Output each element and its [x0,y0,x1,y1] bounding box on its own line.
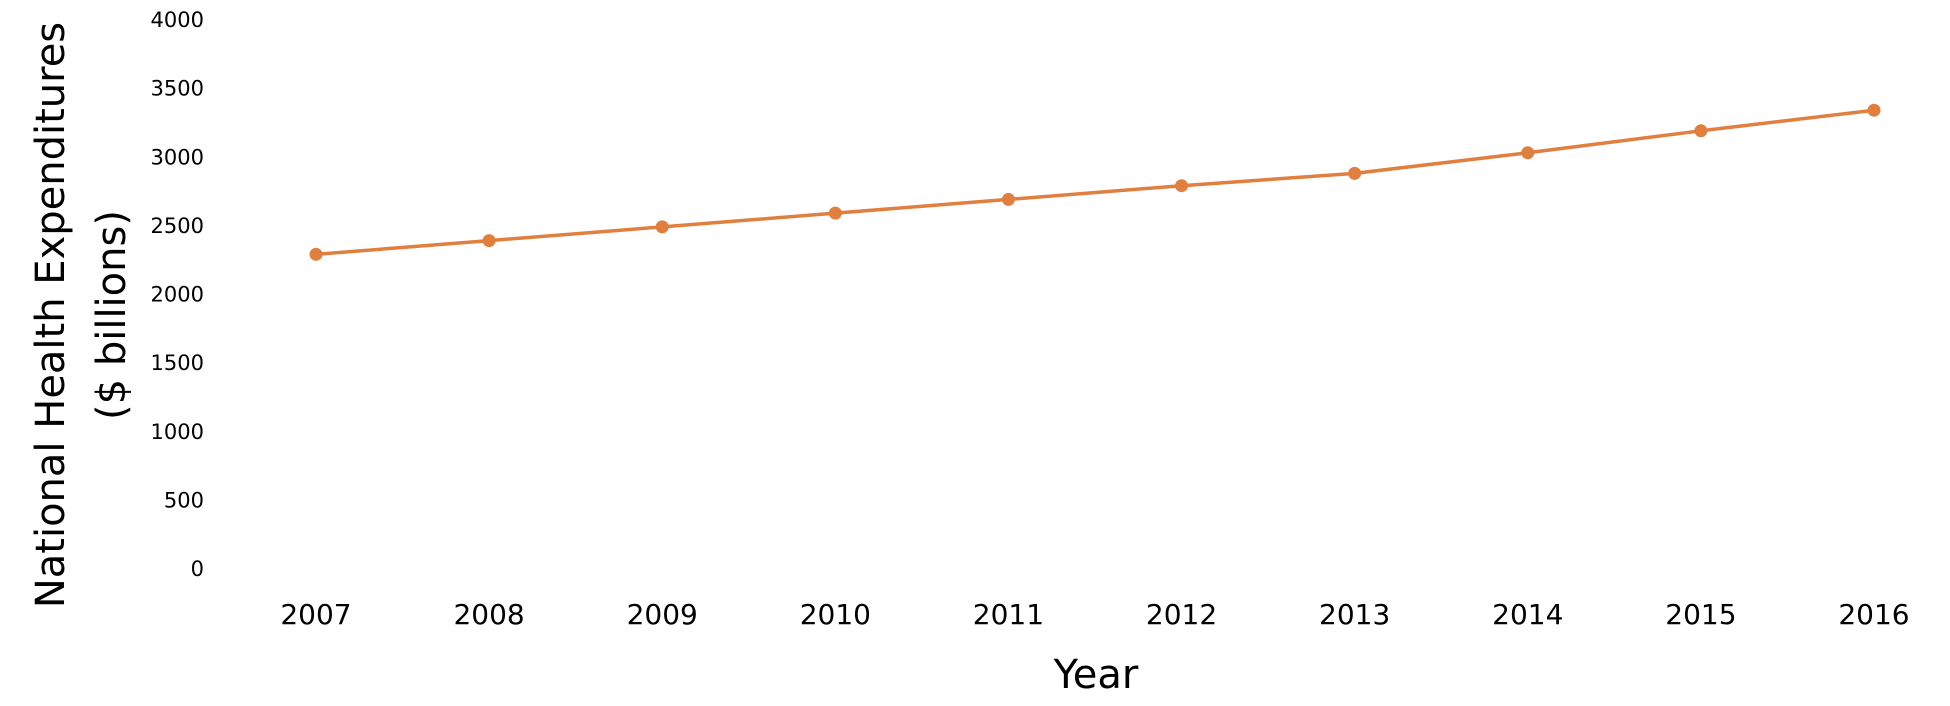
y-axis-title: National Health Expenditures [28,22,74,608]
x-tick-label: 2008 [453,598,524,631]
point [1521,146,1535,160]
x-tick-label: 2009 [627,598,698,631]
point [1867,103,1881,117]
y-tick-label: 4000 [151,8,204,32]
point [482,234,496,248]
point [1348,166,1362,180]
x-tick-label: 2010 [800,598,871,631]
point [1001,192,1015,206]
x-tick-label: 2014 [1492,598,1563,631]
y-tick-label: 3500 [151,77,204,101]
y-tick-label: 0 [191,557,204,581]
point [828,206,842,220]
point [1694,124,1708,138]
y-tick-label: 2000 [151,283,204,307]
y-tick-label: 1000 [151,420,204,444]
x-tick-label: 2011 [973,598,1044,631]
x-axis-title: Year [1053,652,1139,698]
line [315,108,1875,257]
x-tick-label: 2013 [1319,598,1390,631]
x-tick-label: 2012 [1146,598,1217,631]
y-tick-label: 2500 [151,214,204,238]
x-tick-label: 2016 [1838,598,1909,631]
x-tick-label: 2015 [1665,598,1736,631]
x-tick-label: 2007 [280,598,351,631]
y-tick-label: 500 [164,488,204,512]
point [1175,179,1189,193]
y-tick-label: 3000 [151,145,204,169]
point [655,220,669,234]
y-axis-title: ($ billions) [89,210,135,420]
point [309,247,323,261]
y-tick-label: 1500 [151,351,204,375]
